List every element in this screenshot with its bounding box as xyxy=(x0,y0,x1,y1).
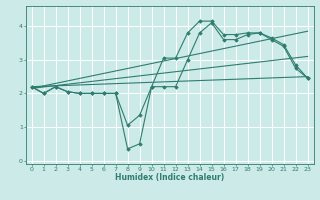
X-axis label: Humidex (Indice chaleur): Humidex (Indice chaleur) xyxy=(115,173,224,182)
